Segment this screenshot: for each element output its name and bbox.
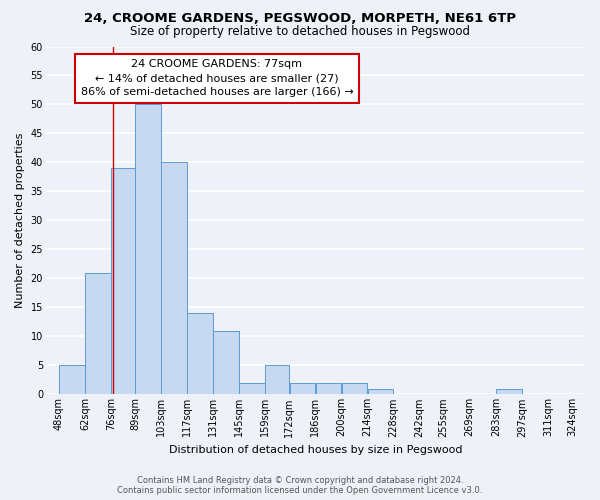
Text: Contains HM Land Registry data © Crown copyright and database right 2024.
Contai: Contains HM Land Registry data © Crown c… <box>118 476 482 495</box>
Bar <box>496 388 521 394</box>
Bar <box>59 366 85 394</box>
Bar <box>316 383 341 394</box>
Y-axis label: Number of detached properties: Number of detached properties <box>15 133 25 308</box>
Bar <box>136 104 161 395</box>
Bar <box>85 272 110 394</box>
Bar <box>239 383 265 394</box>
X-axis label: Distribution of detached houses by size in Pegswood: Distribution of detached houses by size … <box>169 445 462 455</box>
Text: 24 CROOME GARDENS: 77sqm
← 14% of detached houses are smaller (27)
86% of semi-d: 24 CROOME GARDENS: 77sqm ← 14% of detach… <box>80 60 353 98</box>
Bar <box>368 388 393 394</box>
Bar <box>111 168 135 394</box>
Bar <box>214 330 239 394</box>
Bar <box>187 313 213 394</box>
Bar <box>342 383 367 394</box>
Bar <box>290 383 315 394</box>
Bar <box>161 162 187 394</box>
Bar <box>265 366 289 394</box>
Text: Size of property relative to detached houses in Pegswood: Size of property relative to detached ho… <box>130 25 470 38</box>
Text: 24, CROOME GARDENS, PEGSWOOD, MORPETH, NE61 6TP: 24, CROOME GARDENS, PEGSWOOD, MORPETH, N… <box>84 12 516 26</box>
